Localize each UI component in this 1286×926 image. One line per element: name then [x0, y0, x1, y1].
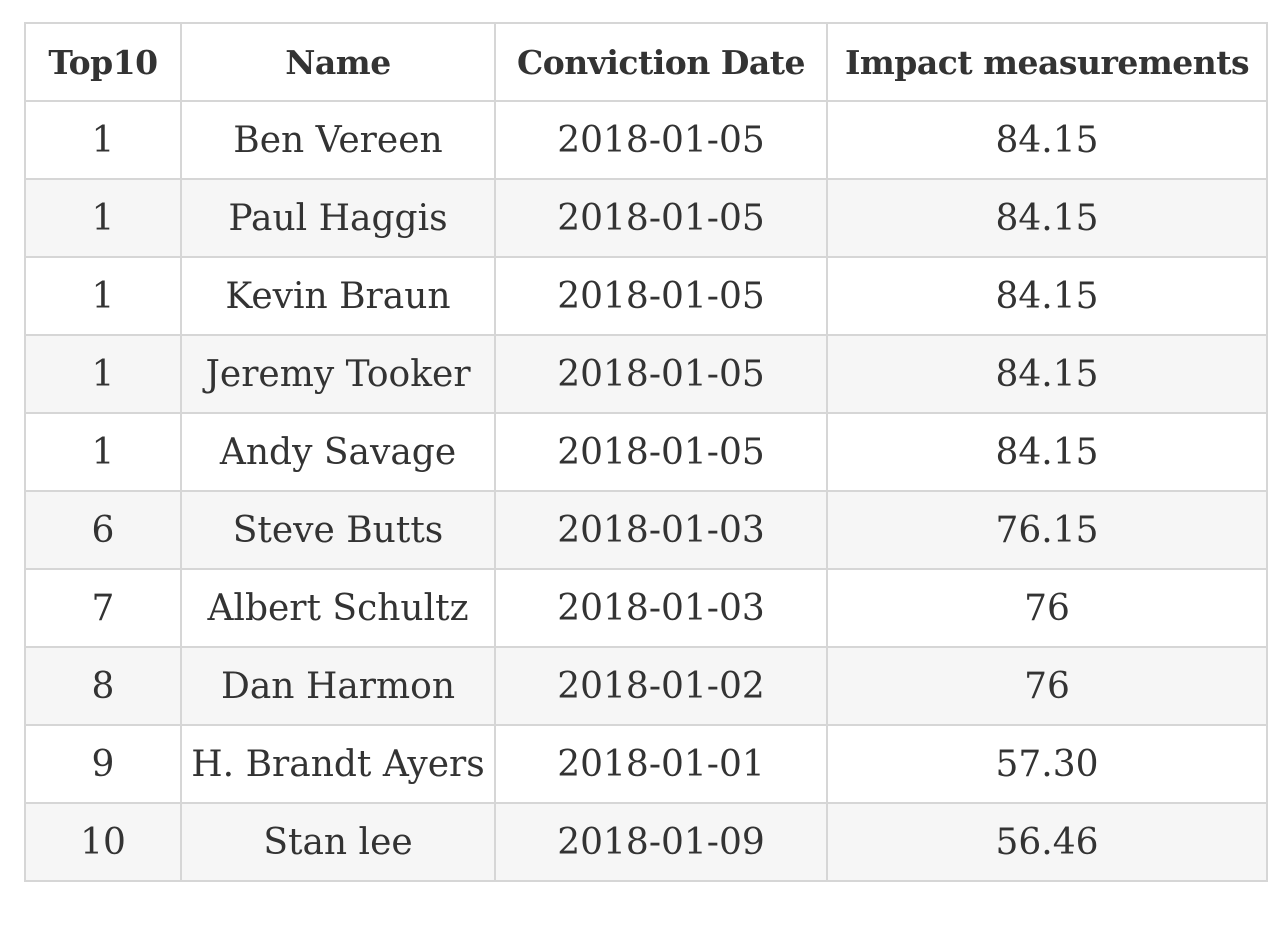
cell-date: 2018-01-05: [494, 178, 828, 258]
cell-name: Dan Harmon: [180, 646, 496, 726]
cell-impact: 56.46: [826, 802, 1268, 882]
cell-date: 2018-01-01: [494, 724, 828, 804]
cell-date: 2018-01-05: [494, 334, 828, 414]
header-top10: Top10: [24, 22, 182, 102]
table-row: 10 Stan lee 2018-01-09 56.46: [24, 802, 1268, 882]
cell-impact: 84.15: [826, 178, 1268, 258]
cell-rank: 7: [24, 568, 182, 648]
cell-impact: 84.15: [826, 100, 1268, 180]
cell-impact: 57.30: [826, 724, 1268, 804]
cell-name: Ben Vereen: [180, 100, 496, 180]
cell-impact: 76: [826, 568, 1268, 648]
cell-rank: 1: [24, 100, 182, 180]
table-row: 1 Andy Savage 2018-01-05 84.15: [24, 412, 1268, 492]
cell-date: 2018-01-03: [494, 568, 828, 648]
cell-impact: 84.15: [826, 412, 1268, 492]
cell-rank: 1: [24, 178, 182, 258]
cell-rank: 1: [24, 334, 182, 414]
cell-name: Jeremy Tooker: [180, 334, 496, 414]
table-row: 8 Dan Harmon 2018-01-02 76: [24, 646, 1268, 726]
table-row: 9 H. Brandt Ayers 2018-01-01 57.30: [24, 724, 1268, 804]
header-impact-measurements: Impact measurements: [826, 22, 1268, 102]
cell-name: Steve Butts: [180, 490, 496, 570]
cell-rank: 1: [24, 412, 182, 492]
cell-impact: 84.15: [826, 256, 1268, 336]
cell-date: 2018-01-09: [494, 802, 828, 882]
cell-name: H. Brandt Ayers: [180, 724, 496, 804]
cell-rank: 6: [24, 490, 182, 570]
table-row: 1 Kevin Braun 2018-01-05 84.15: [24, 256, 1268, 336]
table-row: 1 Jeremy Tooker 2018-01-05 84.15: [24, 334, 1268, 414]
table-row: 1 Paul Haggis 2018-01-05 84.15: [24, 178, 1268, 258]
cell-rank: 9: [24, 724, 182, 804]
cell-impact: 76: [826, 646, 1268, 726]
cell-rank: 10: [24, 802, 182, 882]
cell-date: 2018-01-05: [494, 412, 828, 492]
ranking-table: Top10 Name Conviction Date Impact measur…: [24, 22, 1268, 882]
cell-date: 2018-01-03: [494, 490, 828, 570]
table-row: 1 Ben Vereen 2018-01-05 84.15: [24, 100, 1268, 180]
cell-date: 2018-01-05: [494, 100, 828, 180]
cell-date: 2018-01-05: [494, 256, 828, 336]
table-row: 6 Steve Butts 2018-01-03 76.15: [24, 490, 1268, 570]
cell-impact: 76.15: [826, 490, 1268, 570]
cell-name: Andy Savage: [180, 412, 496, 492]
cell-date: 2018-01-02: [494, 646, 828, 726]
table-row: 7 Albert Schultz 2018-01-03 76: [24, 568, 1268, 648]
header-conviction-date: Conviction Date: [494, 22, 828, 102]
table-header-row: Top10 Name Conviction Date Impact measur…: [24, 22, 1268, 102]
cell-name: Stan lee: [180, 802, 496, 882]
cell-rank: 1: [24, 256, 182, 336]
header-name: Name: [180, 22, 496, 102]
cell-name: Kevin Braun: [180, 256, 496, 336]
cell-rank: 8: [24, 646, 182, 726]
cell-impact: 84.15: [826, 334, 1268, 414]
cell-name: Albert Schultz: [180, 568, 496, 648]
cell-name: Paul Haggis: [180, 178, 496, 258]
